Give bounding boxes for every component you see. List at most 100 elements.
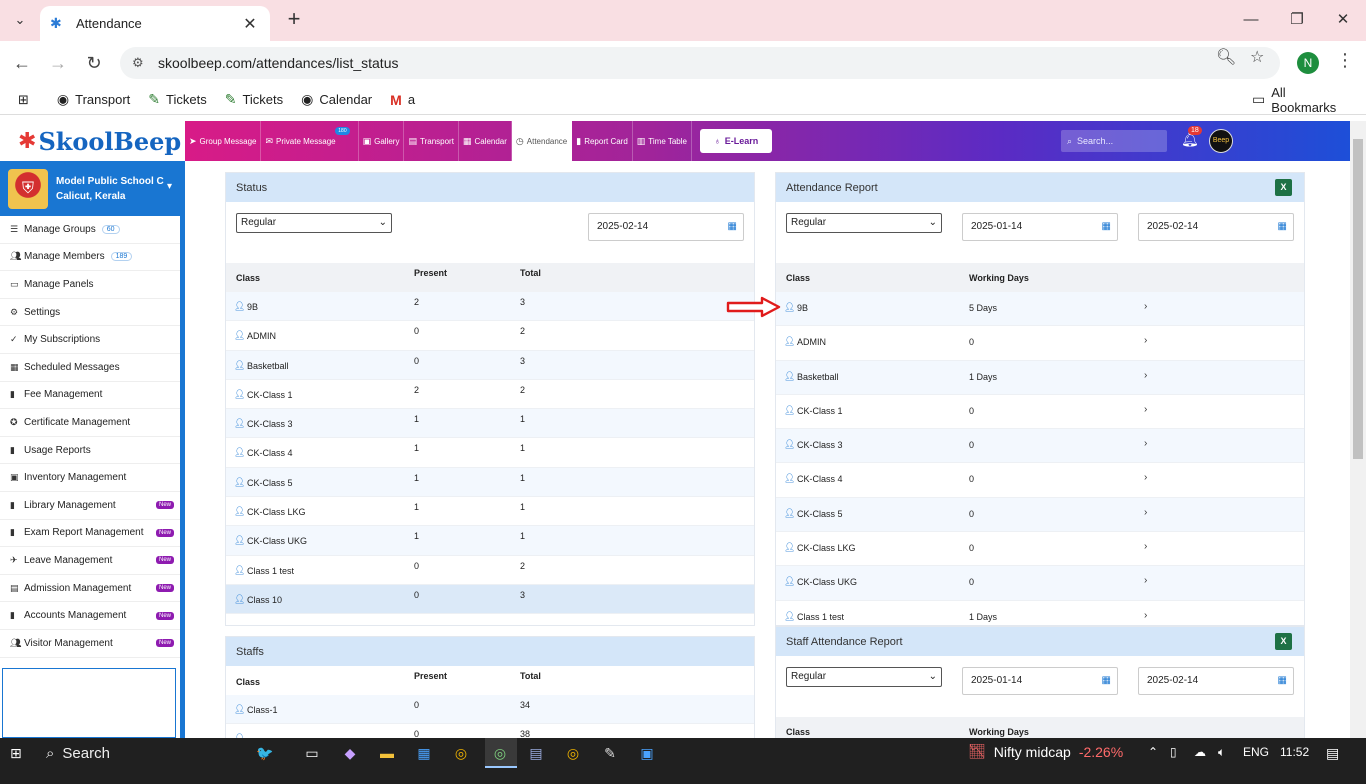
nav-report-card[interactable]: ▮ Report Card — [572, 121, 633, 161]
chevron-right-icon[interactable]: › — [1144, 438, 1148, 450]
nav-calendar[interactable]: ▦ Calendar — [459, 121, 512, 161]
close-window-button[interactable]: ✕ — [1336, 11, 1350, 28]
bookmark-tickets-2[interactable]: ✎ Tickets — [225, 91, 283, 108]
page-scrollbar[interactable] — [1350, 121, 1366, 738]
sidebar-item-5[interactable]: ▦ Scheduled Messages — [0, 354, 180, 382]
device-icon[interactable]: ▯ — [1170, 745, 1177, 759]
nav-attendance[interactable]: ◷ Attendance — [511, 121, 573, 161]
staff-report-date-to[interactable]: 2025-02-14 ▦ — [1138, 667, 1294, 695]
maximize-button[interactable]: ❐ — [1290, 11, 1304, 28]
tab-close-icon[interactable]: ✕ — [243, 15, 257, 33]
report-row[interactable]: 👤︎ Basketball 1 Days › — [776, 360, 1304, 395]
birds-widget-icon[interactable]: 🐦 — [256, 745, 274, 761]
calendar-icon[interactable]: ▦ — [1101, 221, 1111, 232]
excel-export-icon[interactable]: X — [1275, 633, 1292, 650]
bookmark-calendar[interactable]: ◉ Calendar — [301, 91, 372, 108]
weather-icon[interactable]: ☁ — [1194, 745, 1206, 759]
calendar-icon[interactable]: ▦ — [1277, 675, 1287, 686]
sidebar-item-2[interactable]: ▭ Manage Panels — [0, 271, 180, 299]
reload-button[interactable]: ↻ — [86, 53, 102, 73]
chevron-up-icon[interactable]: ⌃ — [1148, 745, 1159, 759]
report-row[interactable]: 👤︎ CK-Class UKG 0 › — [776, 566, 1304, 601]
minimize-button[interactable]: — — [1243, 11, 1259, 28]
sidebar-item-13[interactable]: ▤ Admission Management New — [0, 575, 180, 603]
apps-grid-icon[interactable]: ⊞ — [18, 91, 29, 107]
chevron-right-icon[interactable]: › — [1144, 335, 1148, 347]
chevron-right-icon[interactable]: › — [1144, 575, 1148, 587]
status-row[interactable]: 👤︎ CK-Class LKG 1 1 — [226, 497, 754, 527]
paint-icon[interactable]: ✎ — [604, 745, 616, 761]
staff-row[interactable]: 👤︎ Class-1 0 34 — [226, 695, 754, 725]
zoom-icon[interactable]: 🔍︎ — [1216, 49, 1237, 66]
copilot-icon[interactable]: ◆ — [344, 745, 356, 761]
windows-start-icon[interactable]: ⊞ — [10, 745, 22, 761]
sidebar-item-14[interactable]: ▮ Accounts Management New — [0, 602, 180, 630]
task-view-icon[interactable]: ▭ — [305, 745, 319, 761]
notepad-icon[interactable]: ▤ — [529, 745, 543, 761]
status-row[interactable]: 👤︎ CK-Class 5 1 1 — [226, 467, 754, 498]
staff-row[interactable]: 👤︎ 0 38 — [226, 724, 754, 738]
report-row[interactable]: 👤︎ CK-Class 3 0 › — [776, 429, 1304, 464]
chevron-right-icon[interactable]: › — [1144, 541, 1148, 553]
bookmark-transport[interactable]: ◉ Transport — [57, 91, 130, 108]
url-text[interactable]: skoolbeep.com/attendances/list_status — [158, 55, 399, 71]
report-row[interactable]: 👤︎ CK-Class 5 0 › — [776, 497, 1304, 533]
status-type-select[interactable]: Regular ⌄ — [236, 213, 392, 233]
elearn-button[interactable]: ♁ E-Learn — [699, 129, 773, 153]
sidebar-item-3[interactable]: ⚙ Settings — [0, 299, 180, 327]
sidebar-item-11[interactable]: ▮ Exam Report Management New — [0, 520, 180, 548]
report-type-select[interactable]: Regular ⌄ — [786, 213, 942, 233]
all-bookmarks[interactable]: ▭ All Bookmarks — [1252, 85, 1348, 115]
store-icon[interactable]: ▦ — [417, 745, 431, 761]
calendar-icon[interactable]: ▦ — [1101, 675, 1111, 686]
chevron-right-icon[interactable]: › — [1144, 609, 1148, 621]
status-row[interactable]: 👤︎ CK-Class 3 1 1 — [226, 409, 754, 439]
site-info-icon[interactable]: ⚙ — [132, 55, 144, 70]
user-avatar[interactable]: Beep — [1209, 129, 1233, 153]
brand-logo[interactable]: ✱ SkoolBeep — [0, 121, 185, 161]
sidebar-item-15[interactable]: 👥︎ Visitor Management New — [0, 630, 180, 658]
chevron-right-icon[interactable]: › — [1144, 369, 1148, 381]
status-row[interactable]: 👤︎ CK-Class 1 2 2 — [226, 380, 754, 410]
status-date-input[interactable]: 2025-02-14 ▦ — [588, 213, 744, 241]
chrome-active-icon[interactable]: ◎ — [493, 745, 507, 761]
new-tab-button[interactable]: + — [287, 6, 301, 31]
sidebar-item-6[interactable]: ▮ Fee Management — [0, 382, 180, 410]
report-date-to[interactable]: 2025-02-14 ▦ — [1138, 213, 1294, 241]
report-row[interactable]: 👤︎ CK-Class LKG 0 › — [776, 532, 1304, 567]
nav-group-message[interactable]: ➤ Group Message — [185, 121, 262, 161]
sidebar-item-10[interactable]: ▮ Library Management New — [0, 492, 180, 520]
chrome-icon[interactable]: ◎ — [454, 745, 468, 761]
browser-menu-icon[interactable]: ⋮ — [1336, 50, 1354, 70]
browser-tab[interactable]: ✱ Attendance ✕ — [40, 6, 270, 41]
report-row[interactable]: 👤︎ ADMIN 0 › — [776, 326, 1304, 361]
status-row[interactable]: 👤︎ ADMIN 0 2 — [226, 321, 754, 351]
bell-icon[interactable]: 🔔︎ — [1181, 131, 1199, 147]
scrollbar-thumb[interactable] — [1353, 139, 1363, 459]
nav-time-table[interactable]: ▥ Time Table — [633, 121, 692, 161]
nav-gallery[interactable]: ▣ Gallery — [359, 121, 405, 161]
status-row[interactable]: 👤︎ 9B 2 3 — [226, 292, 754, 322]
chevron-right-icon[interactable]: › — [1144, 506, 1148, 518]
ticker-widget[interactable]: 📉︎ Nifty midcap -2.26% — [968, 743, 1123, 760]
sidebar-item-7[interactable]: ✪ Certificate Management — [0, 409, 180, 437]
tab-search-button[interactable]: ⌄ — [14, 12, 26, 27]
calendar-icon[interactable]: ▦ — [1277, 221, 1287, 232]
report-row[interactable]: 👤︎ 9B 5 Days › — [776, 292, 1304, 327]
photos-icon[interactable]: ▣ — [640, 745, 654, 761]
chevron-right-icon[interactable]: › — [1144, 472, 1148, 484]
sidebar-item-4[interactable]: ✓ My Subscriptions — [0, 326, 180, 354]
report-row[interactable]: 👤︎ CK-Class 1 0 › — [776, 395, 1304, 430]
speaker-icon[interactable]: 🔈︎ — [1218, 745, 1226, 759]
forward-button[interactable]: → — [49, 53, 67, 73]
chevron-down-icon[interactable]: ▾ — [166, 181, 172, 192]
staff-report-type-select[interactable]: Regular ⌄ — [786, 667, 942, 687]
clock-time[interactable]: 11:52 — [1280, 745, 1310, 759]
sidebar-item-8[interactable]: ▮ Usage Reports — [0, 437, 180, 465]
excel-export-icon[interactable]: X — [1275, 179, 1292, 196]
notifications-icon[interactable]: ▤ — [1326, 745, 1340, 761]
sidebar-item-0[interactable]: ☰ Manage Groups 60 — [0, 216, 180, 244]
school-switcher[interactable]: ⛨ Model Public School C Calicut, Kerala … — [0, 161, 180, 216]
file-explorer-icon[interactable]: ▬ — [380, 745, 394, 761]
